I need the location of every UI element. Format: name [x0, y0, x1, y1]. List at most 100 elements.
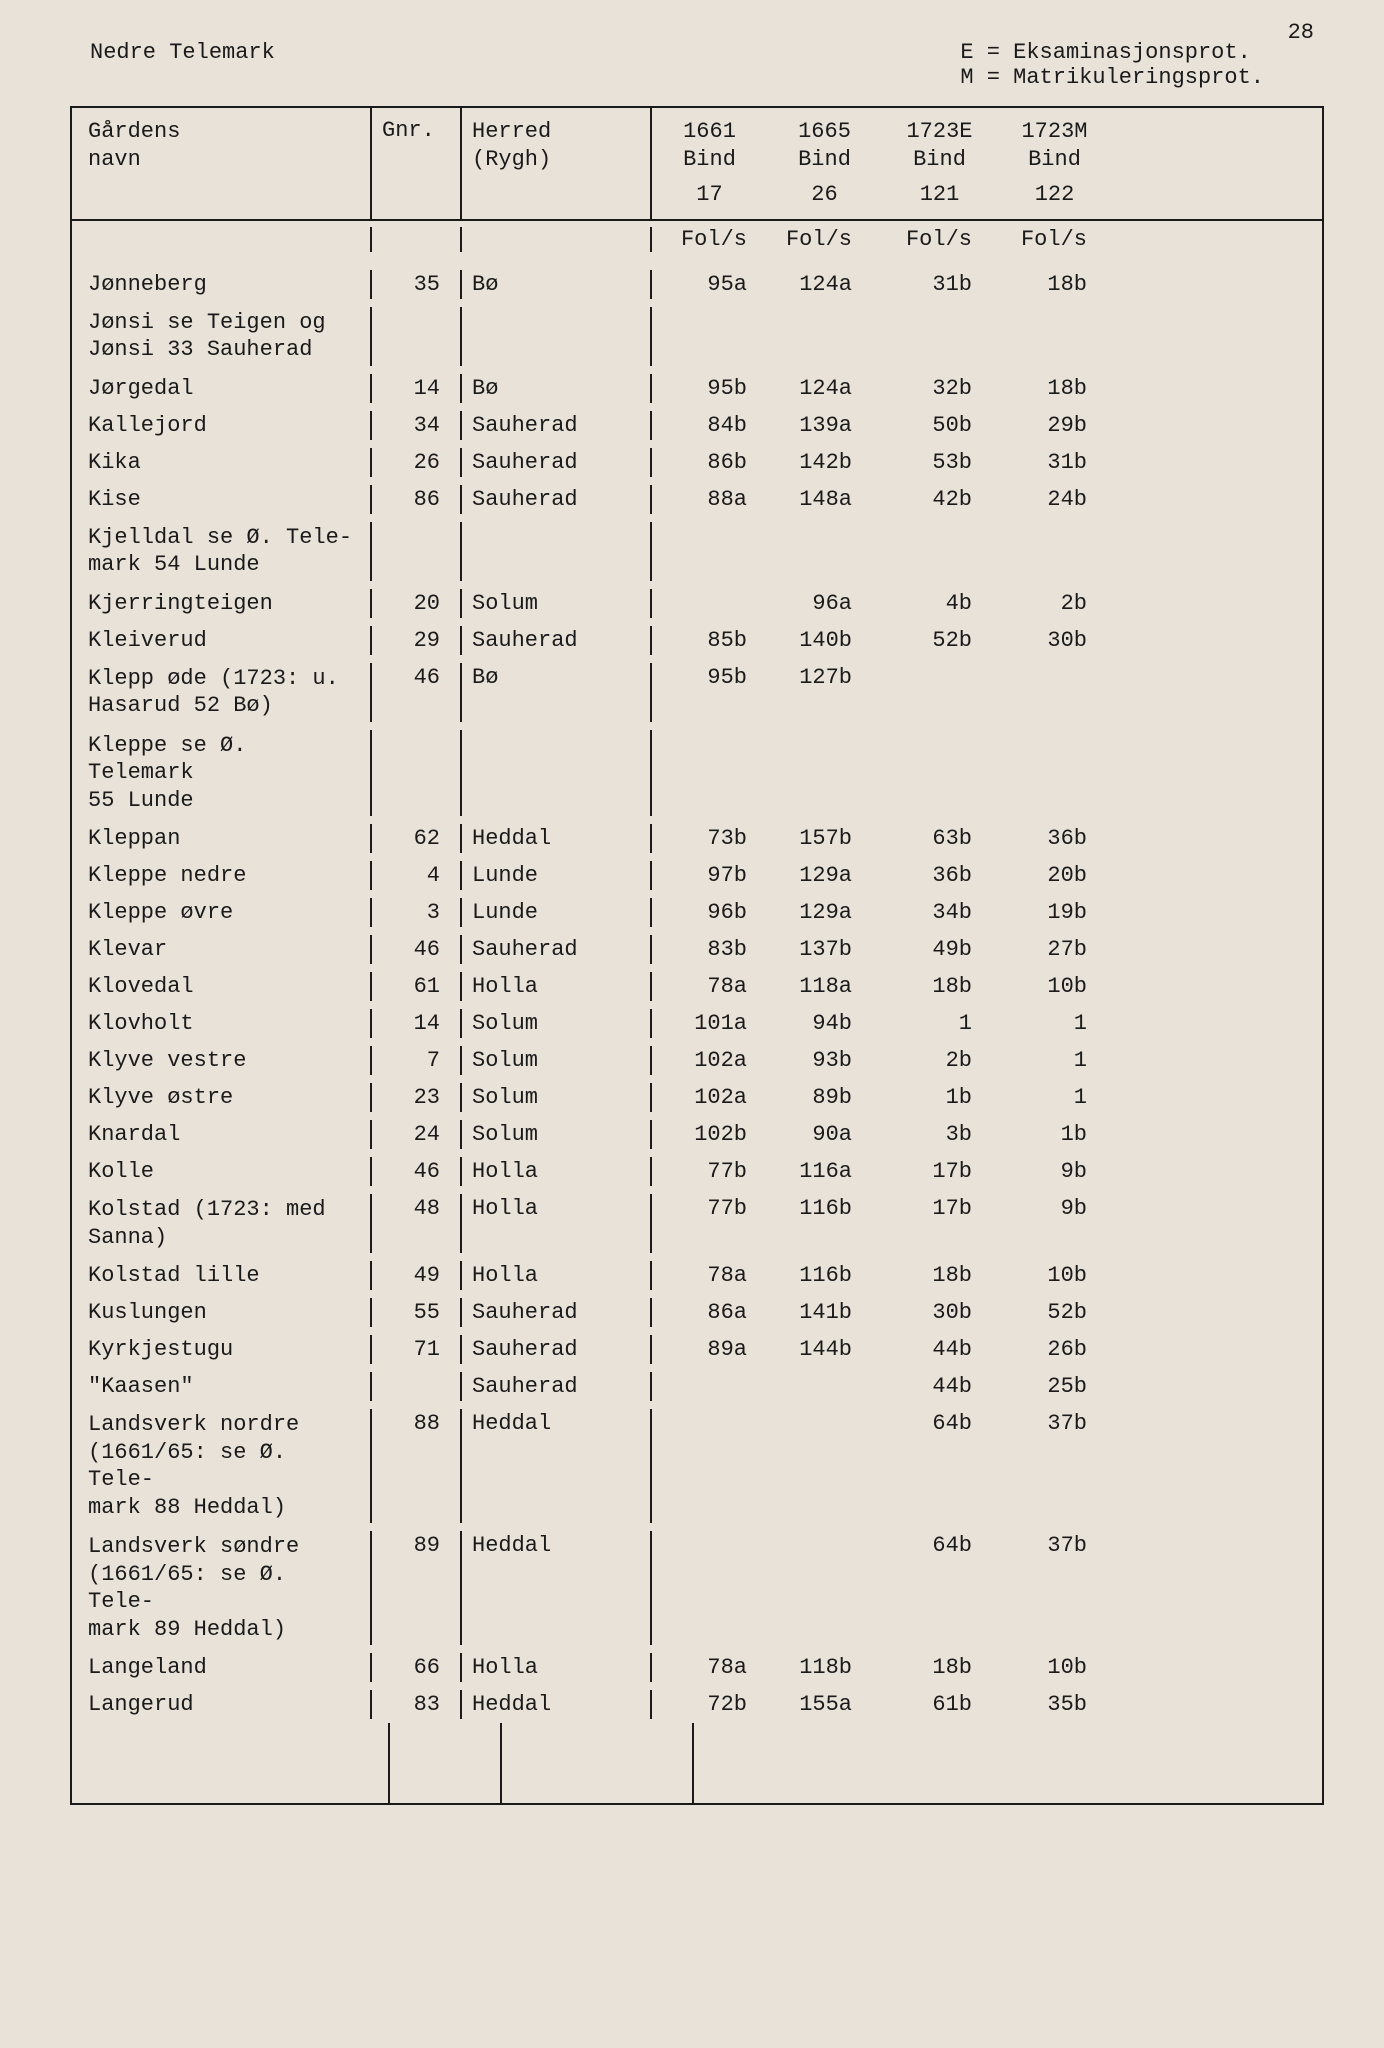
table-row: Klevar46Sauherad83b137b49b27b	[72, 931, 1322, 968]
cell-name: Jørgedal	[72, 374, 372, 403]
table-row: Klovholt14Solum101a94b11	[72, 1005, 1322, 1042]
cell-1661: 72b	[652, 1690, 767, 1719]
cell-1723m: 24b	[997, 485, 1112, 514]
cell-1723e: 18b	[882, 1653, 997, 1682]
cell-name: "Kaasen"	[72, 1372, 372, 1401]
cell-name: Kuslungen	[72, 1298, 372, 1327]
region-title: Nedre Telemark	[70, 40, 275, 90]
cell-1723m: 20b	[997, 861, 1112, 890]
cell-1723e: 53b	[882, 448, 997, 477]
fols-1: Fol/s	[652, 227, 767, 252]
table-row: Kleiverud29Sauherad85b140b52b30b	[72, 622, 1322, 659]
cell-name: Jønneberg	[72, 270, 372, 299]
cell-gnr: 55	[372, 1298, 462, 1327]
cell-herred	[462, 522, 652, 581]
cell-1723e	[882, 663, 997, 722]
cell-gnr: 46	[372, 1157, 462, 1186]
col-header-1723e: 1723E Bind 121	[882, 108, 997, 219]
cell-1665: 141b	[767, 1298, 882, 1327]
cell-gnr: 46	[372, 935, 462, 964]
cell-gnr: 86	[372, 485, 462, 514]
header-row: Nedre Telemark E = Eksaminasjonsprot. M …	[70, 40, 1324, 90]
table-row: Kuslungen55Sauherad86a141b30b52b	[72, 1294, 1322, 1331]
cell-1723e: 61b	[882, 1690, 997, 1719]
cell-gnr: 23	[372, 1083, 462, 1112]
cell-gnr: 66	[372, 1653, 462, 1682]
cell-1661: 96b	[652, 898, 767, 927]
fols-row: Fol/s Fol/s Fol/s Fol/s	[72, 221, 1322, 266]
fols-2: Fol/s	[767, 227, 882, 252]
cell-gnr: 26	[372, 448, 462, 477]
cell-gnr	[372, 522, 462, 581]
cell-herred: Bø	[462, 663, 652, 722]
cell-1661: 77b	[652, 1157, 767, 1186]
cell-1661: 89a	[652, 1335, 767, 1364]
cell-herred: Sauherad	[462, 485, 652, 514]
cell-1661: 95b	[652, 374, 767, 403]
cell-1723e: 49b	[882, 935, 997, 964]
cell-name: Klovedal	[72, 972, 372, 1001]
table-row: Langeland66Holla78a118b18b10b	[72, 1649, 1322, 1686]
cell-1723e: 36b	[882, 861, 997, 890]
table-row: Kyrkjestugu71Sauherad89a144b44b26b	[72, 1331, 1322, 1368]
cell-1665: 118a	[767, 972, 882, 1001]
cell-1723e: 52b	[882, 626, 997, 655]
cell-herred: Bø	[462, 270, 652, 299]
cell-1661	[652, 307, 767, 366]
table-row: Kjerringteigen20Solum96a4b2b	[72, 585, 1322, 622]
cell-1661: 78a	[652, 1653, 767, 1682]
cell-gnr: 48	[372, 1194, 462, 1253]
cell-1665: 129a	[767, 861, 882, 890]
cell-1723e: 64b	[882, 1409, 997, 1523]
cell-herred: Sauherad	[462, 935, 652, 964]
cell-1665: 90a	[767, 1120, 882, 1149]
cell-1723e: 64b	[882, 1531, 997, 1645]
cell-1665: 142b	[767, 448, 882, 477]
cell-1723m: 26b	[997, 1335, 1112, 1364]
legend-line-2: M = Matrikuleringsprot.	[960, 65, 1264, 90]
cell-herred: Heddal	[462, 1531, 652, 1645]
cell-1661: 95a	[652, 270, 767, 299]
cell-herred: Heddal	[462, 824, 652, 853]
legend-line-1: E = Eksaminasjonsprot.	[960, 40, 1264, 65]
table-row: Jønsi se Teigen ogJønsi 33 Sauherad	[72, 303, 1322, 370]
cell-1661: 86a	[652, 1298, 767, 1327]
cell-1723m: 10b	[997, 972, 1112, 1001]
cell-1665	[767, 307, 882, 366]
cell-1723e: 3b	[882, 1120, 997, 1149]
cell-1665: 139a	[767, 411, 882, 440]
cell-1723m: 18b	[997, 270, 1112, 299]
cell-1665: 140b	[767, 626, 882, 655]
page-container: 28 Nedre Telemark E = Eksaminasjonsprot.…	[0, 0, 1384, 1845]
cell-gnr: 34	[372, 411, 462, 440]
cell-1661: 86b	[652, 448, 767, 477]
cell-herred: Solum	[462, 1120, 652, 1149]
cell-1723m: 37b	[997, 1531, 1112, 1645]
cell-gnr: 7	[372, 1046, 462, 1075]
table-row: Jønneberg35Bø95a124a31b18b	[72, 266, 1322, 303]
cell-1665: 89b	[767, 1083, 882, 1112]
cell-name: Langerud	[72, 1690, 372, 1719]
col-header-gnr: Gnr.	[372, 108, 462, 219]
cell-1665: 144b	[767, 1335, 882, 1364]
cell-1661: 102b	[652, 1120, 767, 1149]
cell-name: Kleppe nedre	[72, 861, 372, 890]
cell-1661: 73b	[652, 824, 767, 853]
cell-1723e: 17b	[882, 1194, 997, 1253]
cell-1661	[652, 1372, 767, 1401]
cell-1723e: 50b	[882, 411, 997, 440]
table-row: Kolstad lille49Holla78a116b18b10b	[72, 1257, 1322, 1294]
cell-name: Jønsi se Teigen ogJønsi 33 Sauherad	[72, 307, 372, 366]
cell-gnr: 14	[372, 1009, 462, 1038]
cell-herred: Bø	[462, 374, 652, 403]
cell-1723e: 32b	[882, 374, 997, 403]
cell-name: Kleiverud	[72, 626, 372, 655]
cell-name: Langeland	[72, 1653, 372, 1682]
table-body: Jønneberg35Bø95a124a31b18b Jønsi se Teige…	[72, 266, 1322, 1724]
cell-1723e: 18b	[882, 1261, 997, 1290]
cell-1661: 88a	[652, 485, 767, 514]
cell-1723m: 52b	[997, 1298, 1112, 1327]
cell-gnr: 62	[372, 824, 462, 853]
cell-1723m: 19b	[997, 898, 1112, 927]
table-row: Jørgedal14Bø95b124a32b18b	[72, 370, 1322, 407]
